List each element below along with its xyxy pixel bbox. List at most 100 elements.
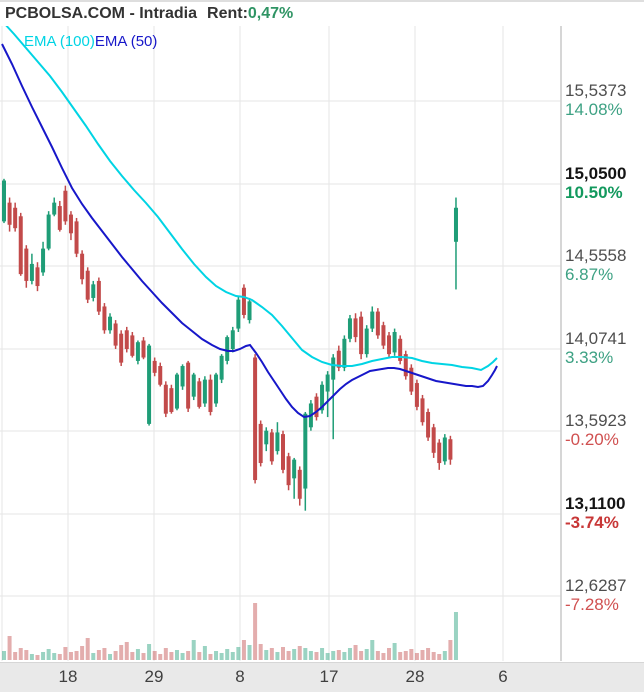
volume-bar [370,640,375,660]
volume-bar [403,651,408,660]
volume-bar [174,650,179,660]
volume-bar [281,647,285,660]
volume-bar [141,653,146,660]
candle-body [269,432,274,462]
volume-bar [214,651,219,660]
volume-bar [297,646,302,660]
volume-bar [353,645,358,660]
candle-body [35,267,40,287]
candle-body [18,216,23,275]
volume-bar [35,655,40,660]
candle-body [347,318,352,339]
candle-body [169,388,174,412]
volume-bar [135,649,140,660]
candle-body [364,328,369,355]
candle-wick [455,197,457,290]
candle-body [387,335,392,355]
volume-bar [286,651,291,660]
candle-body [225,337,230,361]
candle-body [297,469,302,499]
candle-body [286,456,291,486]
volume-bar [41,652,46,660]
volume-bar [80,646,85,660]
candle-body [96,280,101,312]
candle-body [7,202,12,225]
volume-bar [169,652,174,660]
candle-body [331,357,336,380]
legend-ema50-label: EMA (50) [94,33,158,50]
volume-bar [108,654,113,660]
volume-bar [308,651,313,660]
volume-bar [269,648,274,660]
rent-value-badge: 0,47% [247,5,294,22]
candle-body [303,413,308,489]
volume-bar [96,650,101,660]
candle-body [41,248,46,273]
candle-body [325,374,330,392]
x-axis-date-label: 17 [319,667,339,686]
candle-body [191,374,196,397]
volume-bar [258,644,263,660]
volume-bar [409,649,414,660]
volume-bar [13,652,18,660]
volume-bar [225,649,230,660]
candle-body [91,284,96,298]
candle-body [202,379,207,404]
volume-bar [375,651,380,660]
volume-bar [437,654,442,660]
candle-body [68,214,73,234]
volume-bar [147,644,152,660]
candle-body [141,340,146,358]
volume-bar [74,651,79,660]
volume-bar [292,649,297,660]
volume-bar [152,651,157,660]
candle-body [403,354,408,377]
candle-body [80,253,85,280]
volume-bar [24,650,29,660]
volume-bar [336,650,341,660]
candlestick-chart-canvas[interactable] [0,0,644,662]
volume-bar [325,653,330,660]
candle-body [236,299,241,329]
volume-bar [186,651,191,660]
candle-body [102,306,107,331]
volume-bar [2,651,6,660]
candle-body [130,335,135,356]
volume-bar [180,653,185,660]
candle-body [247,301,252,321]
volume-bar [241,640,246,660]
volume-bar [191,640,196,660]
volume-bar [314,652,319,660]
volume-bar [320,648,325,660]
candle-body [336,350,341,368]
candle-body [426,411,431,438]
volume-bar [63,647,68,660]
candle-body [63,190,68,222]
candle-body [342,338,347,368]
volume-bar [387,648,392,660]
candle-body [431,427,436,453]
rent-label: Rent: [207,5,248,22]
volume-bar [342,652,347,660]
candle-body [442,437,447,462]
candle-body [230,330,235,350]
candle-body [113,323,118,346]
volume-bar [359,651,364,660]
candle-body [52,202,57,215]
candle-body [264,430,269,445]
x-axis: 18 29 8 17 28 6 [0,662,644,692]
volume-bar [426,648,431,660]
candle-wick [326,371,329,418]
candle-body [292,459,297,479]
candle-body [2,180,6,222]
candle-body [420,398,425,423]
candle-body [108,316,113,331]
candle-body [359,316,364,355]
x-axis-date-label: 28 [405,667,425,686]
candle-body [219,355,224,380]
x-axis-date-label: 29 [144,667,164,686]
volume-bar [253,603,258,660]
volume-bar [57,654,62,660]
volume-bar [68,652,73,660]
